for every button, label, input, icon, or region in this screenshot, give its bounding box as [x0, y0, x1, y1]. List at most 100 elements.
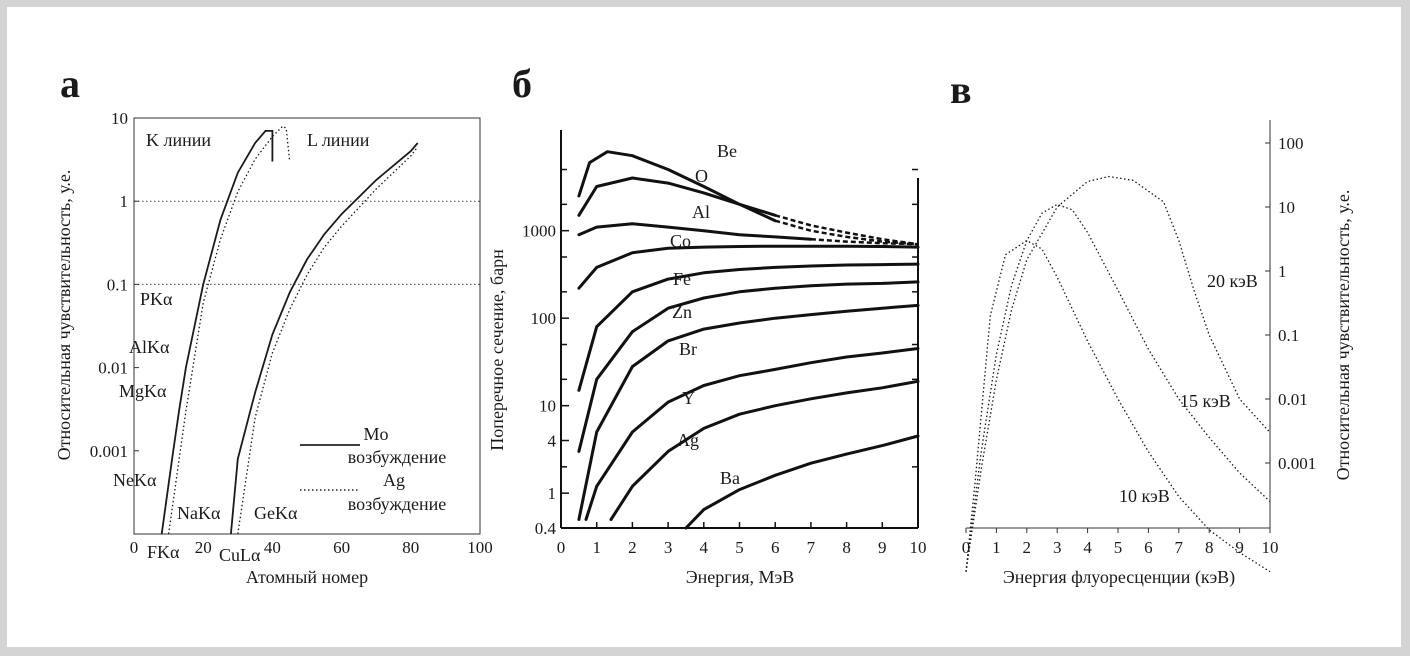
panel-c-xlabel: Энергия флуоресценции (кэВ)	[1003, 567, 1235, 588]
panel-c-x-tick-label: 8	[1205, 538, 1214, 557]
panel-b-y-tick-label: 10	[539, 397, 556, 416]
panel-c-curve-2	[965, 175, 1271, 572]
panel-b-curve-fe	[577, 262, 920, 392]
panel-b-curve-br	[577, 303, 920, 521]
panel-b-y-ticks: 1000 100 10 4 1 0.4	[522, 168, 918, 538]
curve-label-10kev: 10 кэВ	[1119, 486, 1170, 506]
panel-b-curve-al	[577, 222, 813, 241]
panel-a-y-tick-label: 10	[111, 109, 128, 128]
line-label-fka: FKα	[147, 542, 180, 562]
panel-b-letter: б	[512, 61, 532, 106]
legend-solid-line2: возбуждение	[348, 447, 447, 467]
line-label-naka: NaKα	[177, 503, 221, 523]
panel-b-curve-ba	[684, 434, 920, 530]
panel-c-curve-1	[965, 203, 1271, 572]
panel-a-region-k: K линии	[146, 130, 211, 150]
panel-b-xlabel: Энергия, МэВ	[686, 567, 795, 587]
panel-c-ylabel: Относительная чувствительность, у.е.	[1333, 190, 1353, 481]
panel-b-curve-o-dashed	[774, 214, 919, 246]
panel-c-y-tick-label: 0.1	[1278, 326, 1299, 345]
panel-c-x-tick-label: 10	[1262, 538, 1279, 557]
panel-c-y-tick-label: 100	[1278, 134, 1304, 153]
panel-c-x-tick-label: 9	[1235, 538, 1244, 557]
panel-c-y-tick-label: 1	[1278, 262, 1287, 281]
panel-c-x-tick-label: 7	[1175, 538, 1184, 557]
panel-a-y-tick-label: 1	[120, 192, 129, 211]
panel-b-curve-o	[577, 176, 777, 217]
panel-c-y-tick-label: 0.01	[1278, 390, 1308, 409]
panel-b-x-tick-label: 9	[878, 538, 887, 557]
panel-c-y-tick-label: 0.001	[1278, 454, 1316, 473]
panel-b-label-co: Co	[670, 231, 691, 251]
line-label-mgka: MgKα	[119, 381, 167, 401]
panel-b-label-y: Y	[682, 388, 695, 408]
panel-c-x-tick-label: 6	[1144, 538, 1153, 557]
panel-a-series	[160, 125, 419, 535]
panel-a: а 10 1 0.1 0.01 0.001 0 20 40 60 80 100 K линии L…	[54, 61, 493, 587]
legend-solid-line1: Mo	[363, 424, 388, 444]
panel-b-curve-al-dashed	[810, 237, 919, 246]
panel-b-y-tick-label: 1	[548, 484, 557, 503]
panel-b-x-tick-label: 8	[842, 538, 851, 557]
panel-a-series-line-3	[237, 146, 419, 535]
panel-b-label-br: Br	[679, 339, 697, 359]
panel-b-x-tick-label: 10	[910, 538, 927, 557]
panel-b-label-ba: Ba	[720, 468, 740, 488]
curve-label-20kev: 20 кэВ	[1207, 271, 1258, 291]
legend-dotted-line2: возбуждение	[348, 494, 447, 514]
panel-a-plot-frame	[133, 117, 481, 535]
panel-a-y-tick-label: 0.1	[107, 275, 128, 294]
panel-b-x-ticks: 0 1 2 3 4 5 6 7 8 9 10	[557, 522, 927, 557]
panel-c-x-tick-label: 4	[1083, 538, 1092, 557]
panel-a-y-tick-label: 0.01	[98, 359, 128, 378]
panel-b-curve-y	[584, 347, 920, 521]
figure-panel	[7, 7, 1401, 647]
panel-b-label-fe: Fe	[673, 269, 691, 289]
panel-b-label-o: O	[695, 166, 708, 186]
panel-a-series-line-1	[167, 125, 291, 535]
line-label-geka: GeKα	[254, 503, 298, 523]
panel-b-label-be: Be	[717, 141, 737, 161]
line-label-alka: AlKα	[129, 337, 170, 357]
panel-b-y-tick-label: 100	[531, 309, 557, 328]
panel-b-x-tick-label: 0	[557, 538, 566, 557]
panel-c-x-ticks: 0 1 2 3 4 5 6 7 8 9 10	[962, 528, 1279, 557]
panel-b-x-tick-label: 2	[628, 538, 637, 557]
line-label-neka: NeKα	[113, 470, 157, 490]
panel-a-x-tick-label: 40	[264, 538, 281, 557]
panel-b-label-zn: Zn	[672, 302, 692, 322]
panel-c-x-tick-label: 1	[992, 538, 1001, 557]
panel-a-y-ticks: 10 1 0.1 0.01 0.001	[90, 109, 139, 461]
panel-b-y-tick-label: 1000	[522, 222, 556, 241]
panel-a-y-tick-label: 0.001	[90, 442, 128, 461]
panel-b-series	[577, 150, 920, 530]
panel-b-x-tick-label: 7	[807, 538, 816, 557]
panel-c: в 100 10 1 0.1 0.01 0.001 0 1 2 3 4 5 6 7 8 9 10 20 кэВ…	[950, 67, 1353, 588]
panel-c-x-tick-label: 5	[1114, 538, 1123, 557]
panel-b-label-ag: Ag	[677, 430, 699, 450]
line-label-pka: PKα	[140, 289, 173, 309]
panel-b-x-tick-label: 6	[771, 538, 780, 557]
curve-label-15kev: 15 кэВ	[1180, 391, 1231, 411]
panel-a-series-line-2	[230, 142, 419, 535]
panel-b-curve-ag	[609, 379, 920, 521]
panel-a-letter: а	[60, 61, 80, 106]
panel-a-x-tick-label: 80	[402, 538, 419, 557]
panel-c-letter: в	[950, 67, 972, 112]
panel-a-x-tick-label: 100	[467, 538, 493, 557]
panel-b-y-tick-label: 0.4	[535, 519, 557, 538]
panel-b-x-tick-label: 4	[700, 538, 709, 557]
panel-a-ylabel: Относительная чувствительность, у.е.	[54, 170, 74, 461]
legend-dotted-line1: Ag	[383, 470, 405, 490]
line-label-cula: CuLα	[219, 545, 261, 565]
panel-c-x-tick-label: 2	[1023, 538, 1032, 557]
panel-c-y-ticks: 100 10 1 0.1 0.01 0.001	[1265, 134, 1316, 473]
panel-b-x-tick-label: 5	[735, 538, 744, 557]
panel-a-series-line-0	[160, 130, 274, 535]
panel-b-curve-zn	[577, 280, 920, 453]
panel-b-curve-co	[577, 244, 920, 290]
